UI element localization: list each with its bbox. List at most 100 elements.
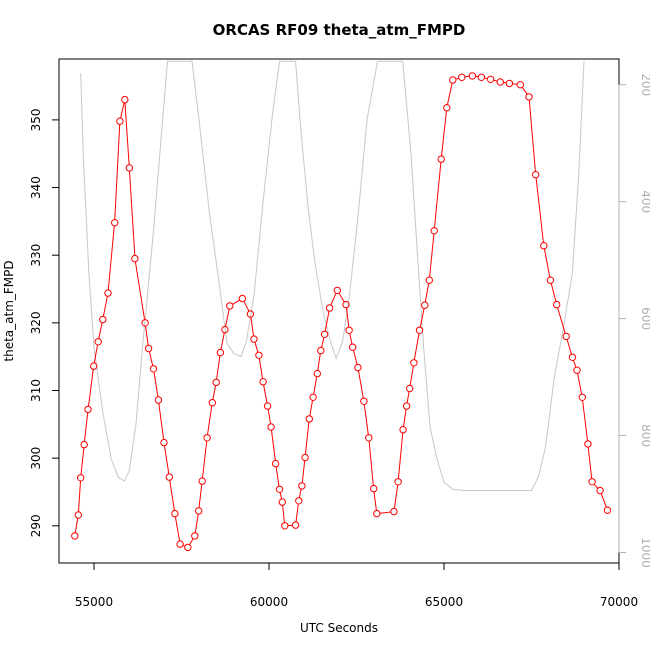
series-segment bbox=[349, 333, 353, 345]
series-segment bbox=[258, 358, 263, 379]
series-segment bbox=[74, 518, 79, 533]
series-segment bbox=[212, 385, 217, 400]
x-tick-label: 65000 bbox=[425, 595, 463, 609]
data-point bbox=[345, 326, 353, 334]
series-segment bbox=[98, 322, 103, 339]
data-point bbox=[90, 362, 98, 370]
series-segment bbox=[521, 87, 528, 95]
series-segment bbox=[169, 480, 175, 511]
data-point bbox=[246, 310, 255, 318]
series-segment bbox=[379, 511, 391, 514]
data-point bbox=[125, 164, 134, 172]
data-point bbox=[226, 302, 234, 310]
series-segment bbox=[153, 371, 159, 397]
data-point bbox=[525, 93, 533, 101]
series-segment bbox=[174, 516, 181, 541]
data-point bbox=[198, 477, 206, 485]
data-point bbox=[333, 286, 341, 295]
data-point bbox=[301, 453, 309, 462]
data-point bbox=[116, 117, 124, 125]
series-segment bbox=[216, 355, 221, 380]
data-point bbox=[263, 402, 272, 410]
series-segment bbox=[528, 100, 536, 172]
data-point bbox=[203, 434, 211, 442]
data-point bbox=[191, 532, 199, 540]
series-segment bbox=[295, 503, 299, 522]
data-point bbox=[532, 171, 540, 179]
series-segment bbox=[88, 369, 94, 407]
y-tick-label: 340 bbox=[29, 176, 43, 199]
data-point bbox=[99, 315, 107, 324]
series-segment bbox=[254, 341, 259, 353]
series-segment bbox=[573, 360, 577, 368]
data-point bbox=[154, 396, 163, 404]
data-point bbox=[443, 104, 451, 112]
data-point bbox=[160, 438, 168, 447]
data-point bbox=[94, 338, 102, 346]
data-point bbox=[176, 540, 184, 548]
data-point bbox=[131, 254, 139, 263]
series-segment bbox=[250, 317, 254, 336]
data-point bbox=[588, 478, 596, 486]
series-segment bbox=[424, 283, 430, 303]
data-point bbox=[165, 473, 174, 481]
series-segment bbox=[84, 412, 89, 442]
data-point bbox=[195, 507, 203, 515]
series-segment bbox=[600, 493, 607, 508]
x-tick-label: 70000 bbox=[600, 595, 638, 609]
y-axis-label: theta_atm_FMPD bbox=[2, 260, 16, 361]
series-segment bbox=[441, 110, 447, 156]
data-point bbox=[596, 486, 604, 495]
series-segment bbox=[220, 332, 225, 350]
series-line-secondary bbox=[80, 60, 585, 491]
data-point bbox=[365, 434, 373, 442]
y-tick-label: 350 bbox=[29, 108, 43, 131]
data-point bbox=[313, 369, 321, 378]
data-point bbox=[496, 78, 504, 86]
data-point bbox=[468, 72, 477, 80]
series-segment bbox=[271, 430, 276, 461]
series-segment bbox=[566, 339, 572, 355]
data-point bbox=[421, 301, 429, 309]
data-point bbox=[568, 353, 577, 361]
data-point bbox=[298, 482, 306, 490]
y-tick-label: 300 bbox=[29, 447, 43, 470]
data-point bbox=[171, 509, 179, 518]
data-point bbox=[74, 511, 83, 519]
data-point bbox=[516, 81, 524, 89]
data-point bbox=[212, 378, 220, 387]
series-segment bbox=[145, 325, 149, 346]
y2-tick-label: 200 bbox=[639, 73, 650, 96]
data-point bbox=[238, 294, 247, 303]
series-segment bbox=[80, 447, 85, 475]
data-point bbox=[373, 509, 381, 518]
data-point bbox=[449, 76, 457, 84]
series-segment bbox=[102, 296, 108, 317]
data-point bbox=[208, 399, 217, 407]
data-point bbox=[406, 384, 414, 393]
y-tick-label: 310 bbox=[29, 379, 43, 402]
series-segment bbox=[198, 484, 203, 508]
series-segment bbox=[189, 538, 194, 545]
series-segment bbox=[279, 492, 283, 500]
data-point bbox=[370, 484, 378, 493]
data-point bbox=[402, 402, 411, 410]
series-segment bbox=[158, 403, 165, 440]
series-segment bbox=[403, 409, 407, 427]
data-point bbox=[410, 359, 418, 367]
data-point bbox=[546, 276, 555, 284]
series-segment bbox=[338, 292, 345, 303]
series-segment bbox=[393, 484, 399, 509]
series-segment bbox=[243, 301, 250, 312]
data-point bbox=[342, 300, 350, 309]
x-tick-label: 55000 bbox=[75, 595, 113, 609]
series-segment bbox=[134, 261, 146, 320]
data-point bbox=[305, 415, 313, 423]
series-segment bbox=[587, 447, 593, 479]
data-point bbox=[505, 79, 514, 88]
data-point bbox=[121, 95, 129, 104]
series-segment bbox=[225, 308, 230, 327]
data-point bbox=[540, 242, 548, 250]
series-segment bbox=[129, 171, 136, 256]
series-segment bbox=[429, 233, 435, 278]
